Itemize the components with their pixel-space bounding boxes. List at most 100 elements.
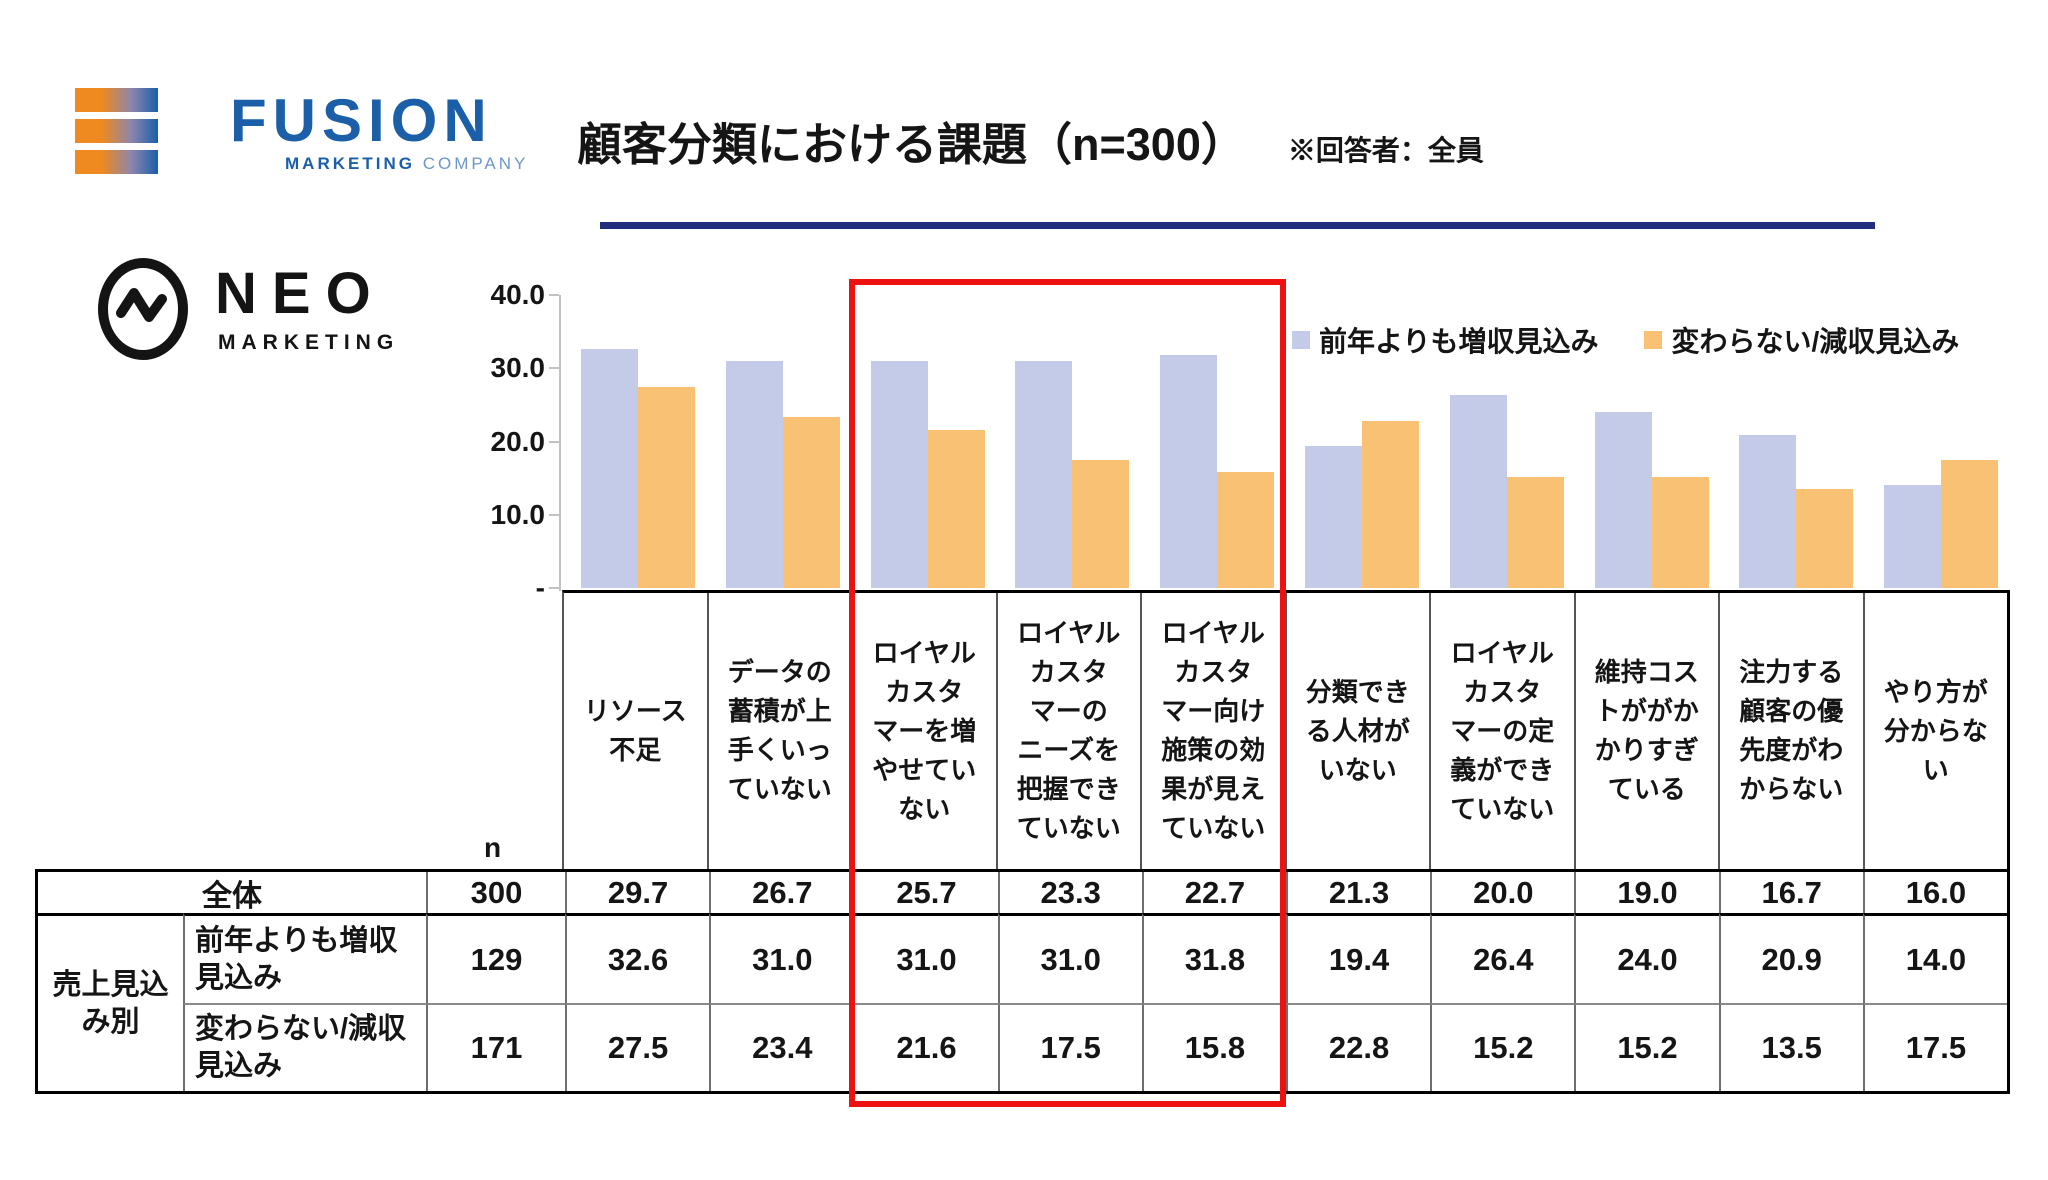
y-tick-mark <box>549 513 559 516</box>
bar-series1-cat2 <box>725 360 783 588</box>
category-header-5: ロイヤル カスタ マー向け 施策の効 果が見え ていない <box>1140 593 1285 869</box>
bar-series2-cat8 <box>1651 476 1709 588</box>
bar-series2-cat6 <box>1362 420 1419 588</box>
category-header-7: ロイヤル カスタ マーの定 義ができ ていない <box>1429 593 1574 869</box>
title-row: 顧客分類における課題（n=300） ※回答者：全員 <box>577 108 1484 173</box>
value-zentai-5: 22.7 <box>1141 872 1286 913</box>
bar-series2-cat5 <box>1217 472 1275 588</box>
row-group-label: 売上見込 み別 <box>38 913 183 1091</box>
value-decrease-4: 17.5 <box>997 1003 1142 1091</box>
value-increase-10: 14.0 <box>1862 913 2007 1003</box>
row-label-zentai: 全体 <box>202 879 262 913</box>
fusion-tagline-marketing: MARKETING <box>285 154 415 173</box>
bar-series2-cat3 <box>927 429 985 588</box>
category-header-1: リソース 不足 <box>583 696 687 765</box>
y-tick-label-4: - <box>535 572 545 603</box>
value-zentai-7: 20.0 <box>1430 872 1574 913</box>
value-zentai-9: 16.7 <box>1718 872 1863 913</box>
value-zentai-6: 21.3 <box>1285 872 1430 913</box>
bar-series2-cat7 <box>1506 476 1564 588</box>
category-header-4: ロイヤル カスタ マーの ニーズを 把握でき ていない <box>995 593 1141 869</box>
value-decrease-10: 17.5 <box>1862 1003 2007 1091</box>
fusion-tagline-company: COMPANY <box>422 154 529 173</box>
category-header-8: 維持コス トががか かりすぎ ている <box>1573 593 1719 869</box>
y-tick-label-0: 40.0 <box>490 279 546 310</box>
value-decrease-6: 22.8 <box>1285 1003 1431 1091</box>
bar-series1-cat3 <box>870 360 928 588</box>
legend-label: 変わらない/減収見込み <box>1671 326 1960 357</box>
value-decrease-9: 13.5 <box>1718 1003 1863 1091</box>
fusion-bars-icon <box>75 150 158 174</box>
bar-series2-cat2 <box>782 416 840 588</box>
value-decrease-5: 15.8 <box>1141 1003 1286 1091</box>
value-decrease-7: 15.2 <box>1430 1003 1575 1091</box>
y-tick-label-3: 10.0 <box>490 498 546 530</box>
fusion-bars-icon <box>75 88 158 112</box>
bar-series1-cat7 <box>1449 394 1507 588</box>
bar-series2-cat9 <box>1796 489 1854 588</box>
n-value-increase: 129 <box>426 913 565 1003</box>
bar-series1-cat6 <box>1305 445 1362 588</box>
category-header-6: 分類でき る人材が いない <box>1284 593 1430 869</box>
n-value-decrease: 171 <box>426 1003 565 1091</box>
y-tick-label-2: 20.0 <box>490 425 546 457</box>
row-label-decrease: 変わらない/減収 見込み <box>183 1003 426 1091</box>
neo-brand-text: NEO <box>215 261 386 326</box>
data-table: 全体 300 29.7 26.7 25.7 23.3 22.7 21.3 20.0 19.0 16.… <box>35 869 2010 1094</box>
y-axis-line <box>559 295 561 591</box>
value-zentai-10: 16.0 <box>1862 872 2007 913</box>
bar-series1-cat9 <box>1739 434 1797 588</box>
value-increase-4: 31.0 <box>997 913 1142 1003</box>
legend: 前年よりも増収見込み 変わらない/減収見込み <box>1292 320 1959 360</box>
value-decrease-3: 21.6 <box>853 1003 998 1091</box>
fusion-brand-text: FUSION <box>230 87 493 154</box>
respondent-note: ※回答者：全員 <box>1287 135 1484 166</box>
y-tick-mark <box>549 367 559 370</box>
row-label-increase: 前年よりも増収 見込み <box>183 913 426 1003</box>
legend-swatch-icon <box>1292 331 1310 349</box>
bar-series2-cat10 <box>1941 459 1999 588</box>
bar-series2-cat4 <box>1072 459 1130 588</box>
bar-series1-cat5 <box>1160 355 1218 588</box>
n-column-header: n <box>483 832 502 863</box>
category-header-9: 注力する 顧客の優 先度がわ からない <box>1718 593 1863 869</box>
value-decrease-2: 23.4 <box>709 1003 854 1091</box>
fusion-tagline: MARKETING COMPANY <box>285 154 528 174</box>
legend-label: 前年よりも増収見込み <box>1319 326 1599 357</box>
bar-series1-cat1 <box>581 349 638 588</box>
neo-pulse-icon <box>98 258 188 360</box>
y-tick-mark <box>549 294 559 296</box>
bar-series2-cat1 <box>638 386 695 588</box>
value-increase-5: 31.8 <box>1141 913 1286 1003</box>
value-increase-3: 31.0 <box>853 913 998 1003</box>
category-header-3: ロイヤル カスタ マーを増 やせてい ない <box>851 593 996 869</box>
y-tick-mark <box>549 440 559 443</box>
bar-series1-cat10 <box>1884 485 1942 588</box>
value-decrease-8: 15.2 <box>1574 1003 1719 1091</box>
legend-item-1: 前年よりも増収見込み <box>1292 320 1598 360</box>
n-value-zentai: 300 <box>426 872 565 913</box>
value-zentai-3: 25.7 <box>853 872 997 913</box>
category-header-row: リソース 不足 データの 蓄積が上 手くいっ ていない ロイヤル カスタ マーを増 … <box>562 590 2010 869</box>
fusion-bars-icon <box>75 119 158 143</box>
value-increase-9: 20.9 <box>1718 913 1863 1003</box>
value-increase-8: 24.0 <box>1574 913 1719 1003</box>
category-header-2: データの 蓄積が上 手くいっ ていない <box>706 593 852 869</box>
value-increase-7: 26.4 <box>1430 913 1575 1003</box>
y-tick-mark <box>549 587 559 589</box>
value-zentai-4: 23.3 <box>997 872 1142 913</box>
value-increase-2: 31.0 <box>709 913 854 1003</box>
value-zentai-2: 26.7 <box>709 872 853 913</box>
title-underline <box>600 222 1875 229</box>
category-header-10: やり方が 分からな い <box>1862 593 2008 869</box>
value-increase-1: 32.6 <box>565 913 710 1003</box>
legend-swatch-icon <box>1644 331 1663 349</box>
value-zentai-8: 19.0 <box>1574 872 1718 913</box>
value-zentai-1: 29.7 <box>565 872 709 913</box>
legend-item-2: 変わらない/減収見込み <box>1644 320 1959 360</box>
value-decrease-1: 27.5 <box>565 1003 710 1091</box>
bar-series1-cat4 <box>1015 360 1073 588</box>
bar-series1-cat8 <box>1594 412 1652 588</box>
value-increase-6: 19.4 <box>1285 913 1431 1003</box>
